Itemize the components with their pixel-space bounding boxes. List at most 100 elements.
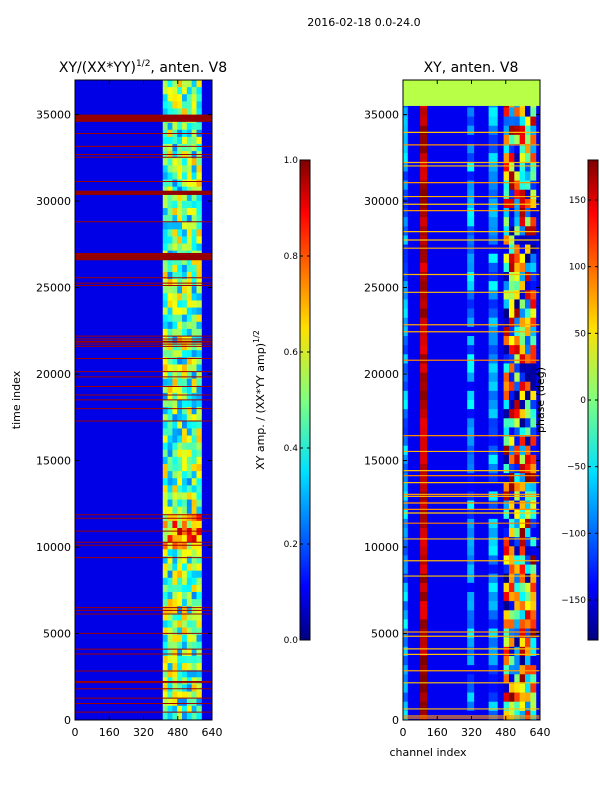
heatmap-cell xyxy=(420,290,428,300)
heatmap-cell xyxy=(167,684,173,693)
heatmap-cell xyxy=(525,125,531,136)
heatmap-cell xyxy=(182,520,188,529)
heatmap-cell xyxy=(514,445,521,456)
heatmap-cell xyxy=(508,180,515,191)
heatmap-cell xyxy=(508,637,515,648)
heatmap-cell xyxy=(182,172,188,181)
heatmap-cell xyxy=(488,116,498,127)
heatmap-cell xyxy=(186,392,193,401)
colorbar-amplitude-label: XY amp. / (XX*YY amp)1/2 xyxy=(252,330,267,470)
heatmap-cell xyxy=(172,478,178,486)
heatmap-cell xyxy=(503,473,510,483)
heatmap-cell xyxy=(172,272,178,280)
heatmap-cell xyxy=(488,317,498,328)
heatmap-cell xyxy=(488,171,498,182)
heatmap-cell xyxy=(508,528,515,538)
heatmap-cell xyxy=(525,272,531,282)
heatmap-cell xyxy=(519,189,526,200)
heatmap-cell xyxy=(467,528,475,538)
heatmap-cell xyxy=(530,390,537,401)
heatmap-cell xyxy=(403,381,408,392)
heatmap-cell xyxy=(196,712,202,720)
x-tick-label: 480 xyxy=(495,726,516,739)
heatmap-cell xyxy=(514,144,521,154)
heatmap-cell xyxy=(182,350,188,358)
right-chart-title: XY, anten. V8 xyxy=(424,60,519,76)
heatmap-cell xyxy=(162,343,169,351)
heatmap-cell xyxy=(186,421,193,429)
heatmap-cell xyxy=(177,641,183,650)
heatmap-cell xyxy=(191,663,197,671)
heatmap-cell xyxy=(172,208,178,216)
heatmap-cell xyxy=(182,200,188,209)
heatmap-cell xyxy=(530,482,537,492)
heatmap-cell xyxy=(172,392,178,401)
heatmap-cell xyxy=(162,243,169,252)
heatmap-cell xyxy=(186,485,193,493)
heatmap-cell xyxy=(167,442,173,451)
heatmap-cell xyxy=(196,449,202,458)
y-tick-label: 30000 xyxy=(36,195,71,208)
heatmap-cell xyxy=(191,378,197,387)
heatmap-cell xyxy=(420,208,428,218)
heatmap-cell xyxy=(162,599,169,607)
heatmap-cell xyxy=(167,634,173,643)
y-tick-label: 35000 xyxy=(364,109,399,122)
heatmap-cell xyxy=(196,328,202,337)
heatmap-cell xyxy=(191,528,197,536)
heatmap-cell xyxy=(182,80,188,88)
heatmap-cell xyxy=(514,244,521,255)
heatmap-cell xyxy=(177,122,183,131)
heatmap-cell xyxy=(525,363,531,374)
heatmap-cell xyxy=(196,634,202,643)
heatmap-cell xyxy=(519,665,526,675)
heatmap-cell xyxy=(525,171,531,182)
heatmap-cell xyxy=(196,592,202,600)
heatmap-cell xyxy=(467,592,475,602)
heatmap-cell xyxy=(525,528,531,538)
heatmap-cell xyxy=(508,372,515,383)
heatmap-cell xyxy=(167,492,173,501)
heatmap-cell xyxy=(182,300,188,309)
heatmap-cell xyxy=(186,456,193,465)
heatmap-cell xyxy=(167,222,173,230)
heatmap-cell xyxy=(191,307,197,316)
heatmap-cell xyxy=(177,328,183,337)
heatmap-cell xyxy=(172,328,178,337)
heatmap-cell xyxy=(172,535,178,543)
heatmap-cell xyxy=(403,601,408,611)
heatmap-cell xyxy=(182,670,188,678)
heatmap-cell xyxy=(403,372,408,383)
heatmap-cell xyxy=(403,619,408,630)
heatmap-cell xyxy=(191,286,197,294)
heatmap-cell xyxy=(172,343,178,351)
heatmap-cell xyxy=(420,262,428,273)
y-tick-label: 15000 xyxy=(36,455,71,468)
heatmap-cell xyxy=(172,144,178,152)
heatmap-cell xyxy=(525,473,531,483)
heatmap-cell xyxy=(503,628,510,639)
heatmap-cell xyxy=(525,601,531,611)
heatmap-cell xyxy=(196,136,202,145)
heatmap-cell xyxy=(530,509,537,520)
heatmap-cell xyxy=(488,637,498,648)
heatmap-cell xyxy=(196,577,202,586)
heatmap-cell xyxy=(514,363,521,374)
heatmap-cell xyxy=(488,500,498,511)
heatmap-cell xyxy=(503,436,510,447)
heatmap-cell xyxy=(182,94,188,102)
heatmap-cell xyxy=(167,456,173,465)
heatmap-cell xyxy=(191,87,197,95)
heatmap-cell xyxy=(182,314,188,323)
heatmap-cell xyxy=(488,217,498,227)
heatmap-cell xyxy=(403,272,408,282)
left-axes: 0 160 320 480 640 0 5000 10000 15000 20000 25000 30… xyxy=(36,80,223,739)
heatmap-cell xyxy=(519,180,526,191)
colorbar-amplitude-ticks: 0.0 0.2 0.4 0.6 0.8 1.0 xyxy=(284,156,310,646)
heatmap-cell xyxy=(177,193,183,202)
heatmap-cell xyxy=(172,200,178,209)
heatmap-cell xyxy=(186,584,193,593)
heatmap-cell xyxy=(186,314,193,323)
heatmap-cell xyxy=(403,125,408,136)
